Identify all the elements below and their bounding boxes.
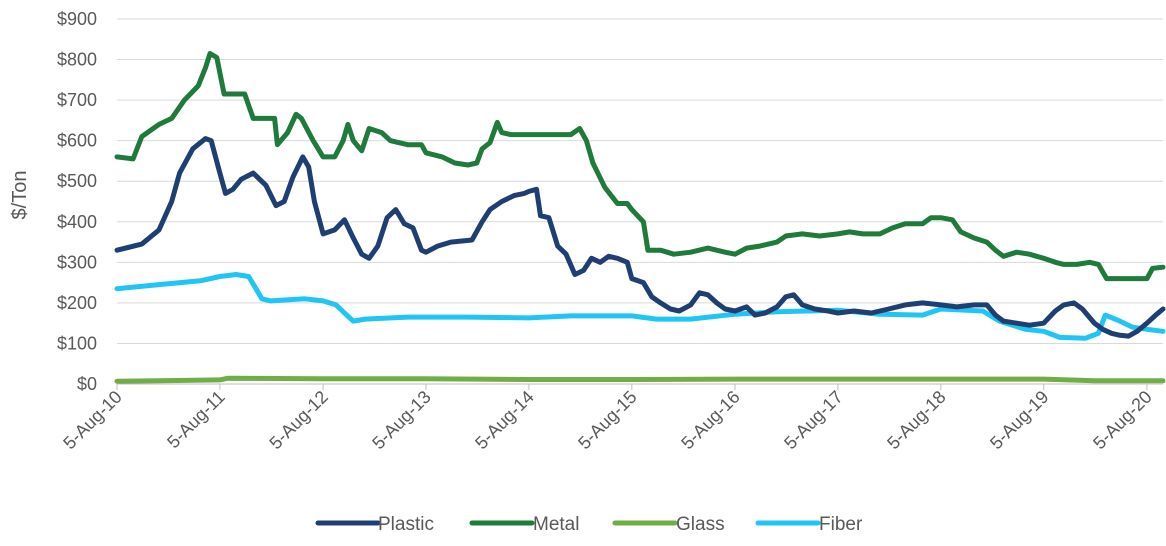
x-tick-label: 5-Aug-16	[677, 387, 744, 454]
series-line-glass	[114, 375, 1166, 384]
x-tick-label: 5-Aug-20	[1089, 387, 1156, 454]
legend-item-plastic: Plastic	[315, 514, 434, 535]
x-tick-label: 5-Aug-13	[368, 387, 435, 454]
x-tick-label: 5-Aug-15	[574, 387, 641, 454]
x-tick-label: 5-Aug-18	[883, 387, 950, 454]
legend-label: Plastic	[378, 514, 434, 535]
y-tick-label: $900	[57, 9, 97, 29]
y-tick-label: $200	[57, 293, 97, 313]
x-tick-label: 5-Aug-17	[780, 387, 847, 454]
x-tick-label: 5-Aug-11	[163, 387, 229, 453]
y-tick-label: $300	[57, 252, 97, 272]
legend-label: Fiber	[819, 514, 863, 535]
y-tick-label: $700	[57, 90, 97, 110]
y-tick-label: $0	[77, 374, 97, 394]
series-line-fiber	[114, 272, 1166, 341]
legend-label: Metal	[533, 514, 579, 535]
axes: $/Ton	[9, 171, 1163, 390]
y-tick-label: $100	[57, 333, 97, 353]
series-line-plastic	[114, 136, 1166, 339]
y-tick-label: $800	[57, 50, 97, 70]
series-lines	[114, 51, 1166, 384]
legend-item-fiber: Fiber	[755, 514, 863, 535]
x-tick-label: 5-Aug-19	[986, 387, 1053, 454]
series-line-metal	[114, 51, 1166, 282]
legend-item-metal: Metal	[469, 514, 579, 535]
y-tick-label: $600	[57, 131, 97, 151]
legend-label: Glass	[676, 514, 725, 535]
legend-item-glass: Glass	[612, 514, 725, 535]
y-axis-title: $/Ton	[9, 171, 31, 220]
y-tick-label: $400	[57, 212, 97, 232]
x-tick-label: 5-Aug-14	[471, 387, 538, 454]
legend: Plastic Metal Glass Fiber	[315, 514, 863, 535]
x-tick-label: 5-Aug-10	[59, 387, 126, 454]
x-tick-label: 5-Aug-12	[265, 387, 332, 454]
y-tick-label: $500	[57, 171, 97, 191]
